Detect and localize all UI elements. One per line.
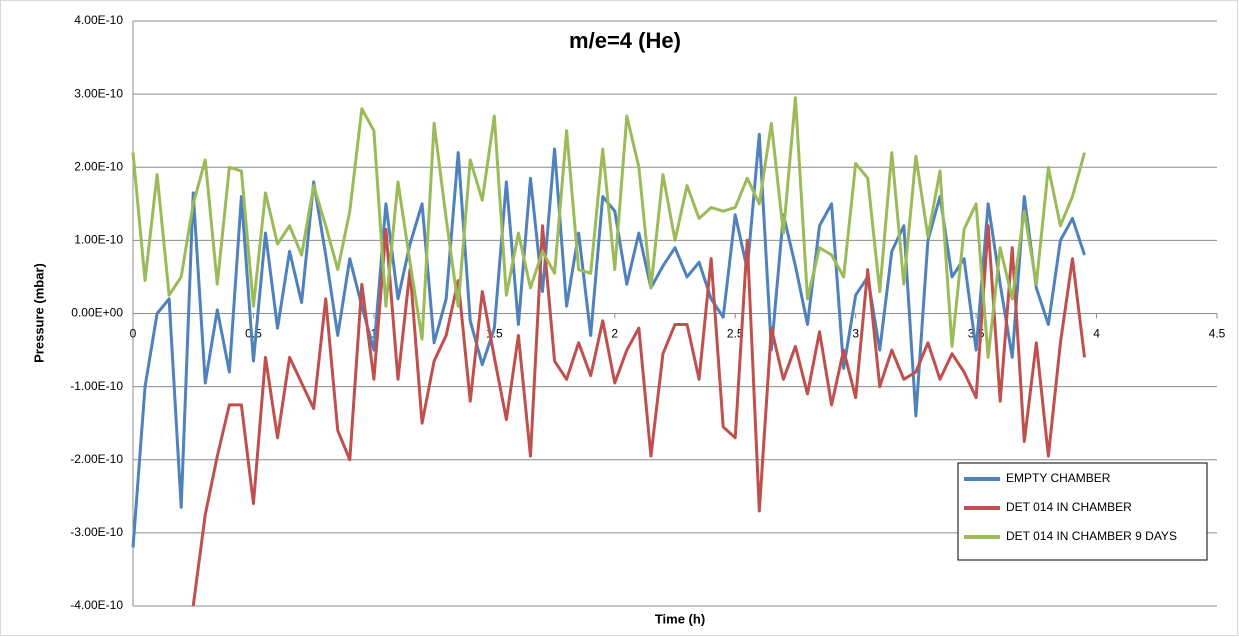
y-tick-label: 1.00E-10	[74, 233, 123, 247]
y-tick-label: 2.00E-10	[74, 159, 123, 173]
series-line	[191, 224, 1086, 607]
x-axis-label: Time (h)	[655, 611, 705, 626]
series-line	[131, 96, 1086, 359]
x-tick-label: 4	[1093, 327, 1100, 341]
y-axis-label: Pressure (mbar)	[31, 263, 46, 363]
y-tick-label: -2.00E-10	[70, 452, 123, 466]
y-tick-label: -4.00E-10	[70, 598, 123, 612]
y-tick-label: -1.00E-10	[70, 379, 123, 393]
y-tick-label: 0.00E+00	[71, 306, 123, 320]
legend-label: EMPTY CHAMBER	[1006, 471, 1111, 485]
x-tick-label: 0.5	[245, 327, 262, 341]
x-tick-label: 2.5	[727, 327, 744, 341]
x-tick-label: 3	[852, 327, 859, 341]
y-tick-label: 4.00E-10	[74, 13, 123, 27]
legend-label: DET 014 IN CHAMBER 9 DAYS	[1006, 529, 1177, 543]
legend: EMPTY CHAMBER DET 014 IN CHAMBER DET 014 I…	[957, 462, 1208, 561]
chart-title: m/e=4 (He)	[569, 28, 681, 53]
x-tick-label: 2	[611, 327, 618, 341]
y-tick-label: 3.00E-10	[74, 86, 123, 100]
legend-label: DET 014 IN CHAMBER	[1006, 500, 1132, 514]
x-tick-label: 0	[130, 327, 137, 341]
x-tick-label: 4.5	[1209, 327, 1226, 341]
y-tick-label: -3.00E-10	[70, 525, 123, 539]
